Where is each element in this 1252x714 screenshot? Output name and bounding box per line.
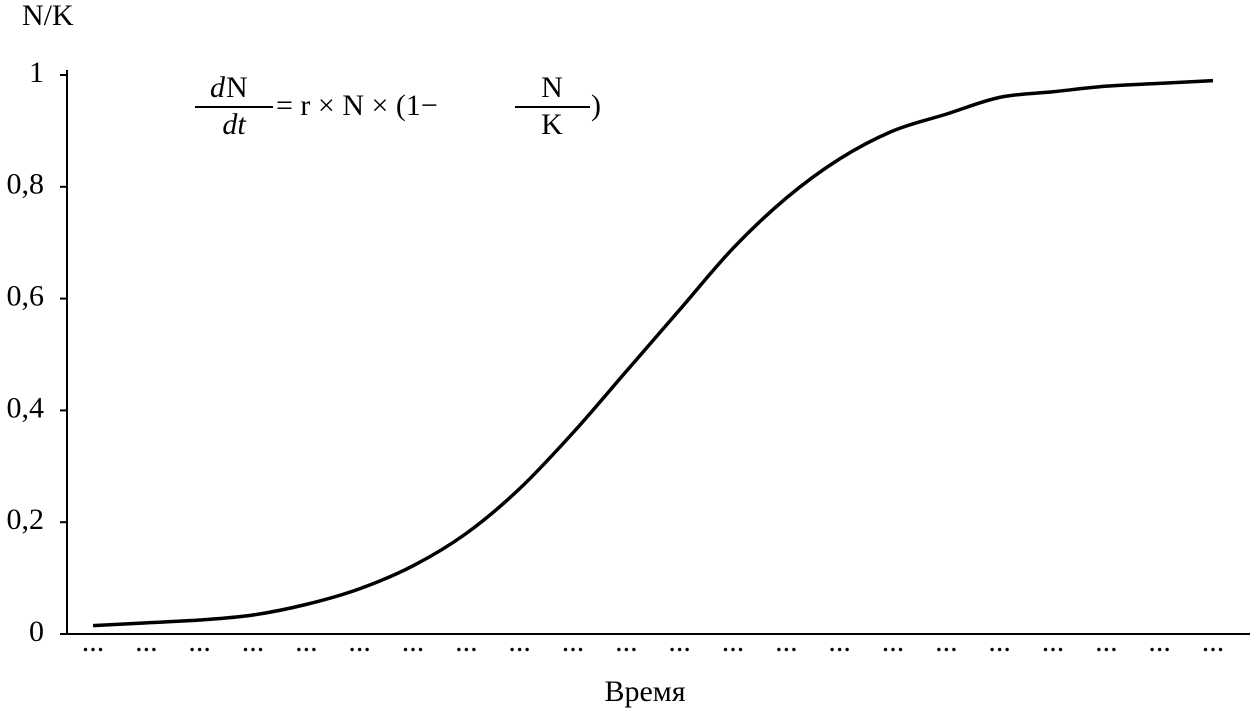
y-tick-label: 0,4 [7, 391, 45, 424]
line [92, 78, 1214, 628]
y-tick-label: 0,6 [7, 279, 45, 312]
equation-numerator: N [226, 71, 248, 104]
x-tick-label: ... [188, 625, 211, 658]
equation-numerator: N [541, 71, 563, 104]
x-tick-label: ... [1202, 625, 1225, 658]
x-tick-label: ... [615, 625, 638, 658]
x-tick-label: ... [348, 625, 371, 658]
x-tick-label: ... [828, 625, 851, 658]
y-tick-label: 0,8 [7, 168, 45, 201]
x-tick-label: ... [882, 625, 905, 658]
y-axis-label: N/K [22, 0, 74, 32]
equation-d: d [210, 71, 226, 104]
x-tick-label: ... [135, 625, 158, 658]
x-tick-label: ... [402, 625, 425, 658]
x-tick-label: ... [775, 625, 798, 658]
x-tick-label: ... [668, 625, 691, 658]
equation-denominator: K [541, 108, 563, 141]
x-tick-label: ... [1148, 625, 1171, 658]
y-tick-label: 0,2 [7, 503, 45, 536]
x-tick-label: ... [1042, 625, 1065, 658]
x-tick-label: ... [242, 625, 265, 658]
y-tick-label: 1 [29, 56, 44, 89]
equation-denominator: dt [222, 108, 246, 141]
equation-close: ) [591, 89, 601, 122]
x-tick-label: ... [455, 625, 478, 658]
equation-rhs: = r × N × (1− [276, 89, 438, 122]
x-axis-label: Время [604, 675, 685, 708]
x-tick-label: ... [935, 625, 958, 658]
x-tick-label: ... [988, 625, 1011, 658]
x-tick-label: ... [295, 625, 318, 658]
x-tick-label: ... [562, 625, 585, 658]
x-tick-label: ... [1095, 625, 1118, 658]
x-tick-label: ... [508, 625, 531, 658]
x-tick-label: ... [722, 625, 745, 658]
equation: d N dt = r × N × (1− N K ) [195, 71, 601, 141]
x-tick-label: ... [82, 625, 105, 658]
y-tick-label: 0 [29, 615, 44, 648]
